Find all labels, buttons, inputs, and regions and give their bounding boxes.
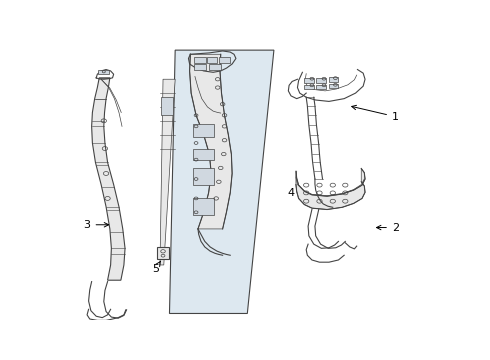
Text: 4: 4 <box>287 188 294 198</box>
FancyBboxPatch shape <box>219 57 230 63</box>
Polygon shape <box>296 168 365 210</box>
Polygon shape <box>190 54 232 229</box>
FancyBboxPatch shape <box>209 64 220 69</box>
FancyBboxPatch shape <box>194 198 214 215</box>
FancyBboxPatch shape <box>194 123 214 138</box>
FancyBboxPatch shape <box>194 168 214 185</box>
FancyBboxPatch shape <box>98 69 109 74</box>
Polygon shape <box>160 79 175 265</box>
FancyBboxPatch shape <box>304 85 314 89</box>
FancyBboxPatch shape <box>304 77 314 82</box>
Polygon shape <box>170 50 274 314</box>
Polygon shape <box>92 78 125 280</box>
FancyBboxPatch shape <box>317 77 326 82</box>
Text: 1: 1 <box>352 105 399 122</box>
FancyBboxPatch shape <box>194 64 206 69</box>
FancyBboxPatch shape <box>317 85 326 89</box>
FancyBboxPatch shape <box>329 84 338 89</box>
Text: 5: 5 <box>152 261 160 274</box>
FancyBboxPatch shape <box>329 77 338 82</box>
Text: 3: 3 <box>84 220 109 230</box>
FancyBboxPatch shape <box>161 97 172 115</box>
FancyBboxPatch shape <box>194 149 214 159</box>
FancyBboxPatch shape <box>207 57 217 63</box>
Text: 2: 2 <box>376 222 399 233</box>
FancyBboxPatch shape <box>194 57 206 63</box>
FancyBboxPatch shape <box>157 247 169 260</box>
